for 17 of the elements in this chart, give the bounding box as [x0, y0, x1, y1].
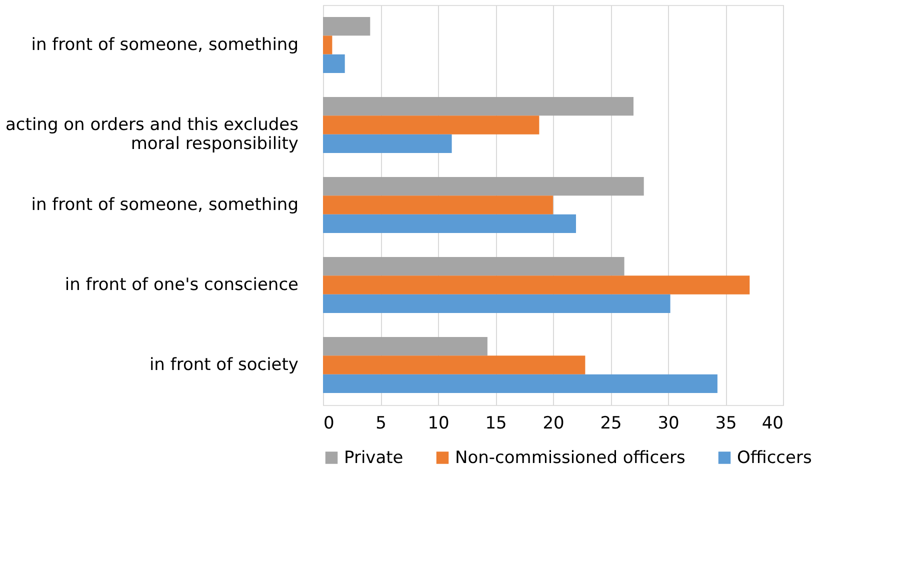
- x-tick-label: 30: [658, 414, 680, 434]
- y-tick-label: in front of someone, something: [31, 195, 298, 215]
- x-tick-label: 40: [762, 414, 784, 434]
- x-tick-label: 0: [324, 414, 334, 434]
- y-tick-label: in front of society: [149, 355, 298, 375]
- legend-label: Non-commissioned officers: [455, 448, 686, 468]
- x-tick-label: 20: [542, 414, 564, 434]
- x-tick-label: 35: [715, 414, 737, 434]
- y-tick-label: acting on orders and this excludes moral responsibility: [6, 115, 299, 154]
- y-tick-label: in front of one's conscience: [64, 275, 298, 295]
- x-tick-label: 15: [485, 414, 507, 434]
- legend-label: Officcers: [737, 448, 812, 468]
- x-tick-label: 5: [376, 414, 386, 434]
- y-tick-label: in front of someone, something: [31, 35, 298, 55]
- x-tick-label: 25: [600, 414, 622, 434]
- legend-label: Private: [344, 448, 404, 468]
- x-tick-label: 10: [428, 414, 450, 434]
